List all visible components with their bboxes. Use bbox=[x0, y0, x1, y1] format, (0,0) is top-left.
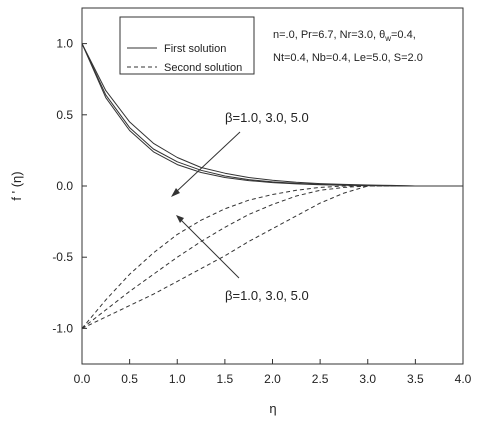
x-tick-label: 1.5 bbox=[217, 372, 234, 386]
x-tick-label: 1.0 bbox=[169, 372, 186, 386]
legend: First solution Second solution bbox=[119, 16, 255, 75]
parameter-text: n=.0, Pr=6.7, Nr=3.0, θw=0.4, Nt=0.4, Nb… bbox=[273, 29, 423, 64]
y-tick-label: 0.0 bbox=[56, 179, 73, 193]
legend-box bbox=[119, 16, 255, 75]
annotation-first-beta: β=1.0, 3.0, 5.0 bbox=[225, 110, 309, 125]
annotation-second-beta: β=1.0, 3.0, 5.0 bbox=[225, 288, 309, 303]
y-tick-label: -1.0 bbox=[52, 321, 73, 335]
x-tick-label: 4.0 bbox=[455, 372, 472, 386]
x-tick-label: 0.5 bbox=[121, 372, 138, 386]
axis-ticks: 0.0 0.5 1.0 1.5 2.0 2.5 3.0 3.5 4.0 1.0 0.5 0.0 -0.5… bbox=[52, 37, 471, 386]
y-axis-label: f ' (η) bbox=[9, 171, 24, 200]
x-tick-label: 2.0 bbox=[264, 372, 281, 386]
legend-label-second: Second solution bbox=[164, 62, 242, 74]
annotation-arrow-first bbox=[175, 131, 241, 193]
y-tick-label: 0.5 bbox=[56, 108, 73, 122]
y-tick-label: -0.5 bbox=[52, 250, 73, 264]
x-tick-label: 3.0 bbox=[359, 372, 376, 386]
parameter-line-1: n=.0, Pr=6.7, Nr=3.0, θw=0.4, bbox=[273, 29, 416, 43]
x-tick-label: 0.0 bbox=[74, 372, 91, 386]
x-tick-label: 3.5 bbox=[407, 372, 424, 386]
y-tick-label: 1.0 bbox=[56, 37, 73, 51]
series-lines bbox=[81, 43, 463, 329]
annotation-arrowhead-second bbox=[176, 215, 184, 223]
annotation-arrow-second bbox=[180, 219, 240, 279]
x-tick-label: 2.5 bbox=[312, 372, 329, 386]
legend-label-first: First solution bbox=[164, 43, 226, 55]
annotation-arrowhead-first bbox=[171, 188, 180, 197]
second-solution-line-3 bbox=[81, 185, 463, 329]
x-axis-label: η bbox=[269, 401, 276, 416]
parameter-line-2: Nt=0.4, Nb=0.4, Le=5.0, S=2.0 bbox=[273, 52, 423, 64]
